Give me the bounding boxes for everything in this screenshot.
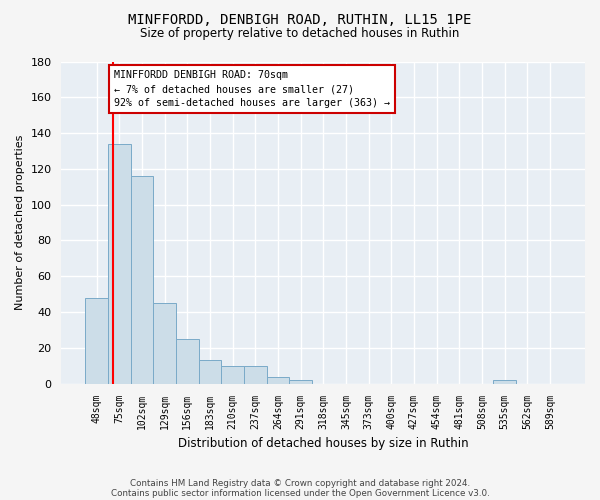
Bar (266, 376, 289, 384)
Bar (131, 176, 153, 384)
Text: Contains HM Land Registry data © Crown copyright and database right 2024.: Contains HM Land Registry data © Crown c… (130, 478, 470, 488)
Text: Size of property relative to detached houses in Ruthin: Size of property relative to detached ho… (140, 28, 460, 40)
Bar (244, 366, 266, 384)
Bar (85, 298, 108, 384)
Bar (108, 144, 131, 384)
Text: Contains public sector information licensed under the Open Government Licence v3: Contains public sector information licen… (110, 488, 490, 498)
X-axis label: Distribution of detached houses by size in Ruthin: Distribution of detached houses by size … (178, 437, 469, 450)
Text: MINFFORDD DENBIGH ROAD: 70sqm
← 7% of detached houses are smaller (27)
92% of se: MINFFORDD DENBIGH ROAD: 70sqm ← 7% of de… (113, 70, 389, 108)
Bar (221, 366, 244, 384)
Y-axis label: Number of detached properties: Number of detached properties (15, 135, 25, 310)
Bar (289, 380, 312, 384)
Bar (153, 303, 176, 384)
Text: MINFFORDD, DENBIGH ROAD, RUTHIN, LL15 1PE: MINFFORDD, DENBIGH ROAD, RUTHIN, LL15 1P… (128, 12, 472, 26)
Bar (199, 360, 221, 384)
Bar (493, 380, 516, 384)
Bar (176, 339, 199, 384)
